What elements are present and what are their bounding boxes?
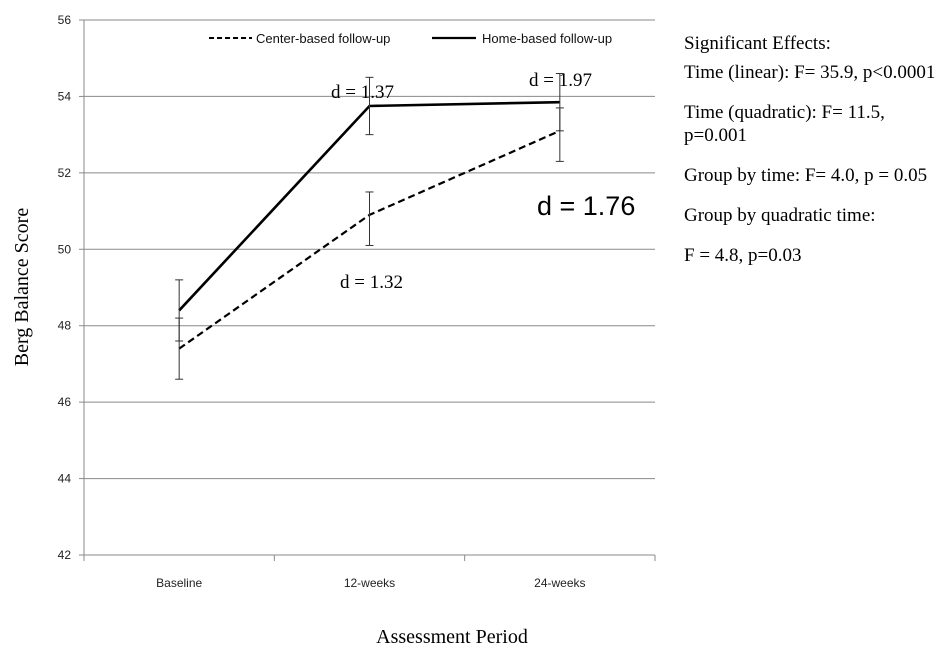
annotation-d-137: d = 1.37 bbox=[331, 82, 394, 103]
annotation-d-176: d = 1.76 bbox=[537, 191, 635, 221]
legend: Center-based follow-up Home-based follow… bbox=[209, 31, 612, 46]
effect-group-by-time: Group by time: F= 4.0, p = 0.05 bbox=[684, 165, 928, 186]
y-tick-label-56: 56 bbox=[58, 13, 72, 27]
significant-effects-panel: Significant Effects: Time (linear): F= 3… bbox=[684, 32, 946, 284]
y-tick-label-52: 52 bbox=[58, 166, 72, 180]
effect-group-by-quadratic-time-stats: F = 4.8, p=0.03 bbox=[684, 245, 802, 266]
y-axis-title: Berg Balance Score bbox=[11, 208, 33, 367]
legend-label-home: Home-based follow-up bbox=[482, 31, 612, 46]
x-tick-marks bbox=[83, 555, 656, 561]
effect-group-by-quadratic-time: Group by quadratic time: bbox=[684, 205, 876, 226]
error-bars bbox=[175, 73, 564, 380]
x-tick-labels: Baseline 12-weeks 24-weeks bbox=[156, 576, 585, 590]
annotation-d-197: d = 1.97 bbox=[529, 70, 592, 91]
effects-title: Significant Effects: bbox=[684, 33, 831, 54]
legend-label-center: Center-based follow-up bbox=[256, 31, 390, 46]
effect-time-linear: Time (linear): F= 35.9, p<0.0001 bbox=[684, 62, 936, 83]
annotation-d-132: d = 1.32 bbox=[340, 272, 403, 293]
x-tick-label-baseline: Baseline bbox=[156, 576, 202, 590]
y-tick-label-50: 50 bbox=[58, 242, 72, 256]
x-tick-label-24-weeks: 24-weeks bbox=[534, 576, 585, 590]
y-tick-label-42: 42 bbox=[58, 548, 72, 562]
y-tick-label-54: 54 bbox=[58, 89, 72, 103]
y-tick-label-48: 48 bbox=[58, 319, 72, 333]
y-tick-labels: 42 44 46 48 50 52 54 56 bbox=[58, 13, 72, 562]
y-tick-label-44: 44 bbox=[58, 472, 72, 486]
effect-time-quadratic: Time (quadratic): F= 11.5, p=0.001 bbox=[684, 102, 885, 146]
y-tick-label-46: 46 bbox=[58, 395, 72, 409]
x-tick-label-12-weeks: 12-weeks bbox=[344, 576, 395, 590]
x-axis-title: Assessment Period bbox=[376, 626, 528, 647]
